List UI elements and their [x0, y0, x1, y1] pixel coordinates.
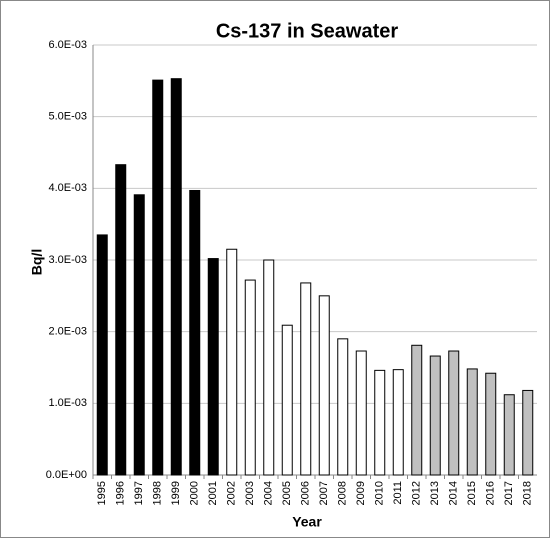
x-tick-label: 2014 — [448, 481, 460, 505]
chart-title: Cs-137 in Seawater — [216, 20, 399, 42]
x-axis-label: Year — [292, 514, 322, 530]
bar — [318, 295, 330, 476]
y-tick-label: 6.0E-03 — [48, 39, 87, 51]
x-tick-label: 2013 — [429, 481, 441, 505]
y-tick-label: 3.0E-03 — [48, 254, 87, 266]
x-tick-label: 2007 — [318, 481, 330, 505]
y-tick-label: 2.0E-03 — [48, 326, 87, 338]
bar — [115, 164, 127, 476]
bar — [355, 350, 367, 476]
bar — [374, 369, 386, 476]
bar — [263, 259, 275, 476]
bar — [485, 372, 497, 476]
x-tick-label: 2010 — [374, 481, 386, 505]
x-tick-label: 2002 — [226, 481, 238, 505]
bar — [170, 78, 182, 476]
x-tick-label: 2008 — [337, 481, 349, 505]
bar — [392, 369, 404, 476]
bar — [226, 248, 238, 476]
y-tick-label: 0.0E+00 — [46, 469, 87, 481]
x-tick-label: 2005 — [281, 481, 293, 505]
x-tick-label: 2006 — [300, 481, 312, 505]
x-tick-label: 1999 — [170, 481, 182, 505]
x-tick-label: 2012 — [411, 481, 423, 505]
bar — [133, 194, 145, 476]
x-tick-label: 2001 — [207, 481, 219, 505]
x-tick-label: 2018 — [522, 481, 534, 505]
y-tick-label: 1.0E-03 — [48, 397, 87, 409]
x-tick-label: 1998 — [152, 481, 164, 505]
x-tick-label: 2015 — [466, 481, 478, 505]
bar — [337, 338, 349, 476]
bar — [411, 344, 423, 476]
x-tick-label: 2003 — [244, 481, 256, 505]
bar — [189, 189, 201, 476]
bar — [244, 279, 256, 476]
x-tick-label: 2009 — [355, 481, 367, 505]
x-tick-label: 2004 — [263, 481, 275, 505]
y-axis-label: Bq/l — [29, 249, 45, 275]
x-tick-label: 2000 — [189, 481, 201, 505]
bar — [300, 282, 312, 476]
x-tick-label: 2016 — [485, 481, 497, 505]
bar — [207, 258, 219, 476]
x-tick-label: 1996 — [115, 481, 127, 505]
bar — [96, 234, 108, 476]
x-tick-label: 2011 — [392, 481, 404, 505]
bar — [522, 389, 534, 476]
bar — [281, 324, 293, 476]
x-tick-label: 1997 — [133, 481, 145, 505]
bar — [466, 368, 478, 476]
bar — [503, 394, 515, 476]
y-tick-label: 5.0E-03 — [48, 111, 87, 123]
x-tick-label: 2017 — [503, 481, 515, 505]
bar — [429, 355, 441, 476]
bar — [152, 79, 164, 476]
bar — [448, 350, 460, 476]
x-tick-label: 1995 — [96, 481, 108, 505]
y-tick-label: 4.0E-03 — [48, 182, 87, 194]
